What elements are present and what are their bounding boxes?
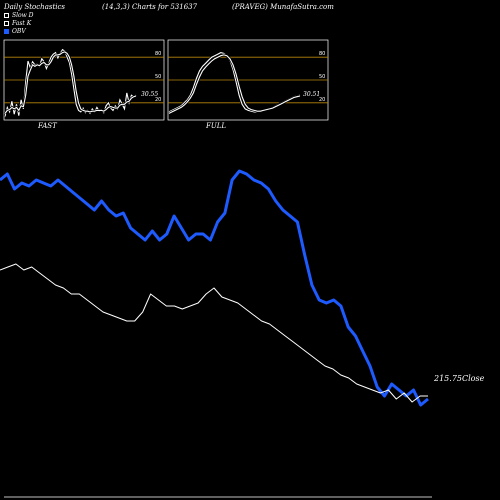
close-price-label: 215.75Close: [433, 374, 485, 383]
slow-d-line: [4, 51, 137, 114]
fast-panel-label: FAST: [37, 122, 58, 130]
legend-obv: OBV: [4, 28, 26, 35]
close-price-line: [0, 263, 428, 403]
full-panel: 80 50 20 FULL 30.51: [167, 39, 329, 130]
legend-label: Fast K: [12, 20, 32, 27]
filled-square-icon: [4, 29, 9, 34]
full-panel-label: FULL: [205, 122, 226, 130]
legend-label: Slow D: [12, 12, 34, 19]
chart-title-middle: (14,3,3) Charts for 531637: [102, 3, 198, 11]
level-tick-label: 50: [155, 74, 161, 80]
chart-title-left: Daily Stochastics: [4, 3, 66, 11]
level-tick-label: 50: [319, 74, 325, 80]
legend-fast-k: Fast K: [4, 20, 31, 27]
legend-label: OBV: [12, 28, 26, 35]
chart-title-right: (PRAVEG) MunafaSutra.com: [232, 3, 334, 11]
hollow-square-icon: [4, 13, 9, 18]
obv-line: [0, 169, 429, 407]
fast-panel: 80 50 20 FAST 30.55: [3, 39, 165, 130]
full-value-label: 30.51: [303, 91, 320, 98]
fast-value-label: 30.55: [141, 91, 158, 98]
slow-d-line: [168, 54, 301, 114]
hollow-square-icon: [4, 21, 9, 26]
level-tick-label: 20: [319, 97, 325, 103]
level-tick-label: 80: [319, 51, 325, 57]
legend-slow-d: Slow D: [4, 12, 34, 19]
level-tick-label: 80: [155, 51, 161, 57]
level-tick-label: 20: [155, 97, 161, 103]
